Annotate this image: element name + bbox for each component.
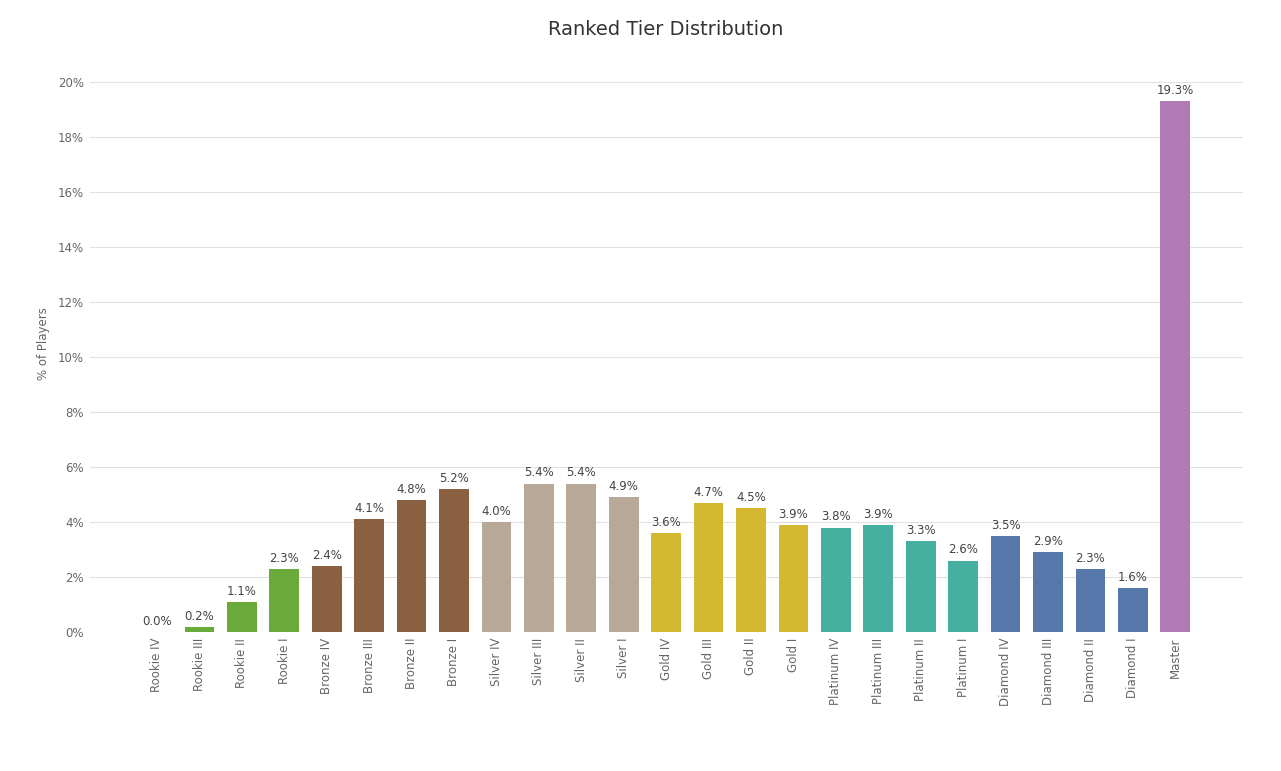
Bar xyxy=(1161,101,1190,632)
Bar xyxy=(1076,569,1106,632)
Text: 1.1%: 1.1% xyxy=(227,584,256,598)
Bar xyxy=(227,602,256,632)
Text: 4.9%: 4.9% xyxy=(608,480,639,493)
Text: 0.2%: 0.2% xyxy=(184,610,214,623)
Bar xyxy=(184,627,214,632)
Bar xyxy=(482,522,511,632)
Text: 2.9%: 2.9% xyxy=(1032,535,1063,548)
Bar xyxy=(651,533,681,632)
Text: 3.3%: 3.3% xyxy=(906,524,935,537)
Text: 3.6%: 3.6% xyxy=(651,516,681,529)
Bar xyxy=(397,500,427,632)
Text: 5.2%: 5.2% xyxy=(439,472,469,485)
Bar xyxy=(694,503,724,632)
Bar xyxy=(906,541,935,632)
Text: 3.8%: 3.8% xyxy=(821,510,851,524)
Bar xyxy=(821,527,851,632)
Bar xyxy=(608,497,638,632)
Bar xyxy=(311,566,342,632)
Text: 3.9%: 3.9% xyxy=(863,507,893,520)
Text: 4.5%: 4.5% xyxy=(737,491,766,504)
Text: 4.0%: 4.0% xyxy=(482,505,511,518)
Bar xyxy=(990,536,1021,632)
Title: Ranked Tier Distribution: Ranked Tier Distribution xyxy=(548,19,784,39)
Bar xyxy=(269,569,298,632)
Text: 0.0%: 0.0% xyxy=(142,615,172,628)
Bar xyxy=(737,508,766,632)
Text: 1.6%: 1.6% xyxy=(1118,571,1148,584)
Bar xyxy=(1034,552,1063,632)
Text: 2.3%: 2.3% xyxy=(269,552,298,564)
Text: 5.4%: 5.4% xyxy=(524,466,553,480)
Text: 5.4%: 5.4% xyxy=(566,466,596,480)
Bar xyxy=(779,525,808,632)
Bar xyxy=(863,525,893,632)
Bar xyxy=(524,483,553,632)
Bar xyxy=(566,483,596,632)
Text: 3.9%: 3.9% xyxy=(779,507,808,520)
Bar xyxy=(1118,588,1148,632)
Text: 4.7%: 4.7% xyxy=(693,486,724,499)
Text: 19.3%: 19.3% xyxy=(1157,83,1194,96)
Y-axis label: % of Players: % of Players xyxy=(37,307,50,379)
Bar xyxy=(439,489,469,632)
Text: 3.5%: 3.5% xyxy=(990,519,1021,532)
Text: 4.1%: 4.1% xyxy=(354,502,384,515)
Text: 2.6%: 2.6% xyxy=(948,544,979,557)
Text: 4.8%: 4.8% xyxy=(397,483,427,496)
Bar xyxy=(355,520,384,632)
Bar xyxy=(948,561,977,632)
Text: 2.3%: 2.3% xyxy=(1076,552,1106,564)
Text: 2.4%: 2.4% xyxy=(311,549,342,562)
